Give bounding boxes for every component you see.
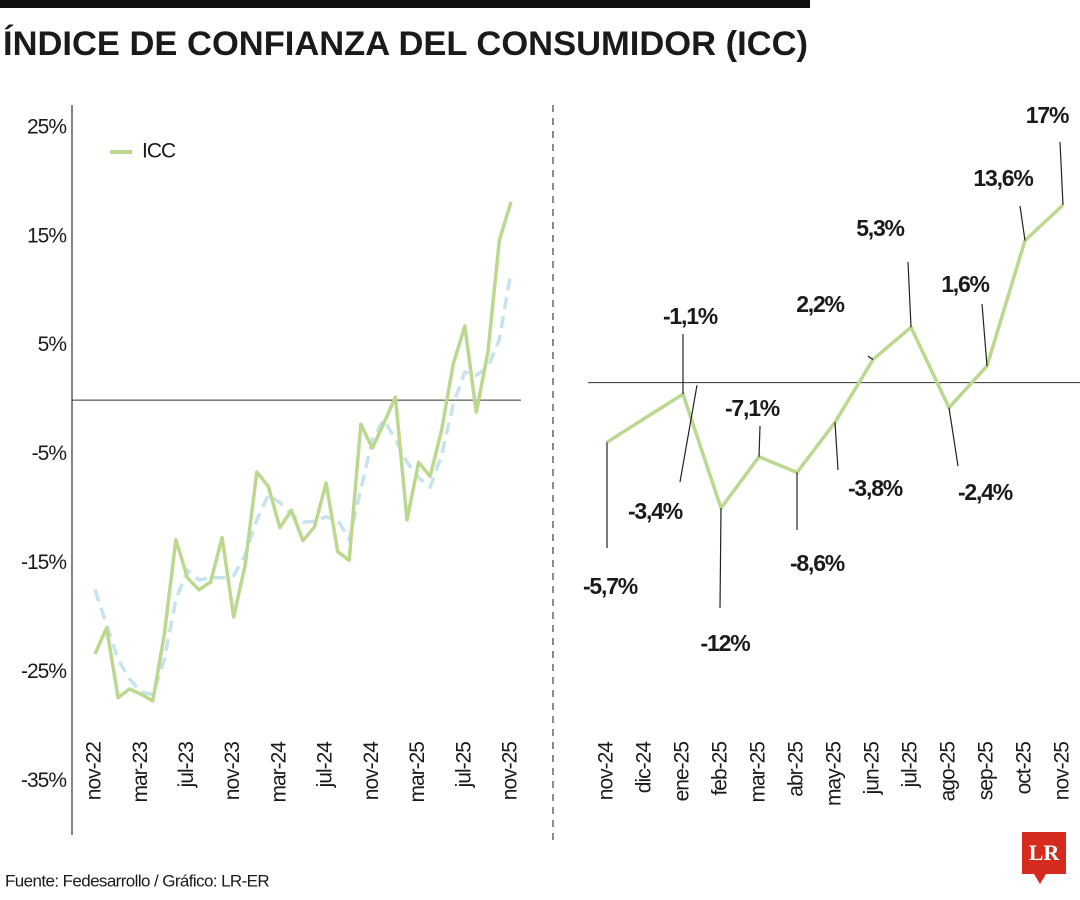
- x-tick-label: mar-23: [129, 742, 152, 803]
- x-tick-label: nov-25: [1051, 742, 1074, 801]
- page-title: ÍNDICE DE CONFIANZA DEL CONSUMIDOR (ICC): [3, 25, 808, 63]
- logo-box: [1022, 832, 1066, 874]
- y-tick-label: -35%: [21, 769, 66, 792]
- value-label: 1,6%: [941, 271, 989, 297]
- x-tick-label: jun-25: [861, 742, 884, 796]
- value-label: -8,6%: [790, 550, 845, 576]
- legend-label: ICC: [142, 140, 176, 163]
- leader-line: [1019, 205, 1026, 241]
- y-tick-label: -5%: [32, 442, 67, 465]
- x-tick-label: may-25: [823, 742, 846, 806]
- value-label: -5,7%: [583, 573, 638, 599]
- value-label: 5,3%: [856, 215, 904, 241]
- leader-line: [981, 303, 988, 366]
- y-tick-label: -25%: [21, 660, 66, 683]
- x-tick-label: mar-25: [406, 742, 429, 803]
- y-tick-label: -15%: [21, 551, 66, 574]
- x-tick-label: dic-24: [633, 741, 656, 794]
- x-tick-label: jul-24: [314, 741, 337, 789]
- x-tick-label: oct-25: [1013, 742, 1036, 795]
- x-tick-label: jul-25: [899, 742, 922, 789]
- y-tick-label: 25%: [27, 115, 66, 138]
- series-line: [93, 271, 513, 697]
- x-tick-label: jul-25: [452, 742, 475, 789]
- x-tick-label: sep-25: [975, 742, 998, 801]
- source: Fuente: Fedesarrollo / Gráfico: LR-ER: [5, 871, 269, 890]
- leader-line: [758, 425, 761, 457]
- x-tick-label: nov-24: [595, 741, 618, 801]
- value-label: -3,8%: [848, 475, 903, 501]
- leader-line: [679, 385, 698, 483]
- logo-text: LR: [1029, 840, 1061, 865]
- x-tick-label: ene-25: [671, 742, 694, 802]
- x-tick-label: abr-25: [785, 742, 808, 797]
- value-label: -2,4%: [958, 479, 1013, 505]
- series-line: [93, 201, 513, 703]
- y-tick-label: 15%: [27, 224, 66, 247]
- value-label: -12%: [701, 630, 751, 656]
- value-label: 2,2%: [796, 291, 844, 317]
- x-tick-label: nov-24: [360, 741, 383, 801]
- logo-tail: [1034, 874, 1046, 884]
- x-tick-label: mar-25: [747, 742, 770, 803]
- x-tick-label: jul-23: [175, 742, 198, 789]
- value-label: 13,6%: [973, 165, 1033, 191]
- value-label: -1,1%: [663, 303, 718, 329]
- leader-line: [867, 355, 874, 361]
- logo: LR: [1022, 832, 1066, 884]
- top-bar: [0, 0, 810, 8]
- x-tick-label: feb-25: [709, 742, 732, 796]
- leader-line: [948, 407, 959, 467]
- x-tick-label: nov-22: [83, 742, 106, 801]
- leader-line: [719, 507, 722, 609]
- y-tick-label: 5%: [38, 333, 67, 356]
- x-tick-label: nov-25: [499, 742, 522, 801]
- leader-line: [834, 422, 839, 471]
- leader-line: [907, 261, 912, 328]
- value-label: -7,1%: [725, 395, 780, 421]
- x-tick-label: ago-25: [937, 742, 960, 802]
- value-label: -3,4%: [628, 498, 683, 524]
- value-label: 17%: [1026, 102, 1069, 128]
- leader-line: [1059, 141, 1064, 206]
- x-tick-label: mar-24: [267, 741, 290, 803]
- series-line: [606, 203, 1065, 510]
- x-tick-label: nov-23: [221, 742, 244, 801]
